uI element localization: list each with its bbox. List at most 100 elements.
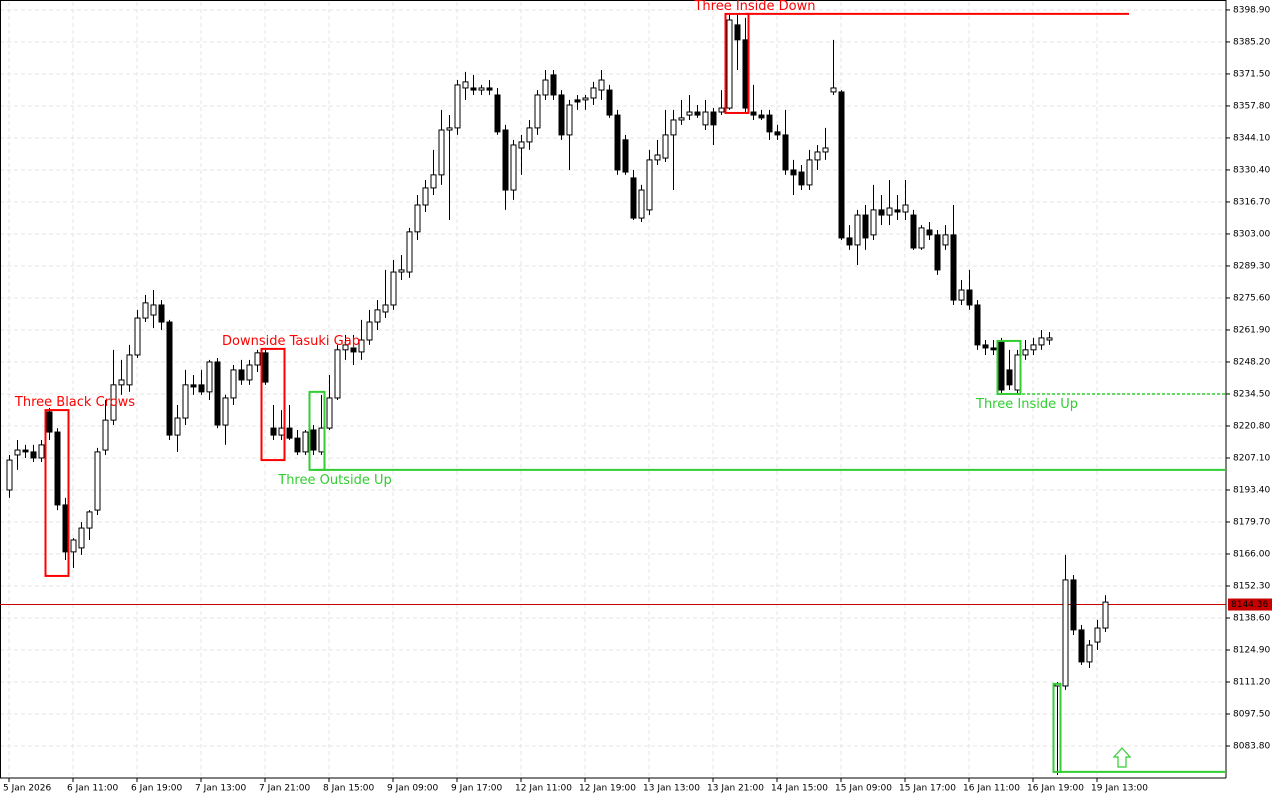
candle-body [30,451,37,459]
candle-body [550,74,557,96]
candle-body [46,411,53,433]
candle-body [302,431,309,453]
candle-body [926,229,933,236]
candle-body [166,321,173,436]
candle-body [742,39,749,109]
candle-body [790,169,797,176]
x-tick-label: 6 Jan 11:00 [67,784,119,794]
candle-body [86,511,93,529]
candle-body [254,352,261,366]
candle-body [342,344,349,351]
candle-body [974,304,981,346]
candle-body [1046,337,1053,341]
candle-body [854,214,861,246]
candle-body [278,427,285,436]
candle-body [710,111,717,126]
pattern-box [724,12,750,114]
candle-body [270,427,277,436]
current-price-label: 8144.36 [1231,600,1268,610]
candle-body [158,304,165,323]
y-tick-label: 8261.90 [1233,325,1270,335]
candle-body [830,87,837,93]
candle-body [678,117,685,121]
candle-body [198,384,205,393]
candle-body [646,159,653,211]
candle-body [142,302,149,319]
candle-body [422,187,429,206]
y-tick-label: 8371.50 [1233,69,1270,79]
candle-body [526,127,533,143]
pattern-box [44,409,70,577]
candle-body [934,234,941,271]
candle-body [470,87,477,91]
candle-body [134,317,141,356]
pattern-label: Downside Tasuki Gap [222,334,360,349]
y-tick-label: 8385.20 [1233,37,1270,47]
candle-body [998,341,1005,391]
candle-body [590,87,597,99]
candle-body [950,234,957,301]
x-tick-label: 15 Jan 17:00 [899,784,956,794]
candle-body [118,379,125,386]
candle-body [62,504,69,553]
candle-body [662,134,669,159]
candle-body [694,111,701,116]
candle-body [398,269,405,273]
candle-body [750,111,757,116]
candle-body [798,171,805,186]
candle-body [622,139,629,173]
candle-body [1022,349,1029,356]
candle-body [726,19,733,109]
x-tick-label: 16 Jan 11:00 [963,784,1020,794]
candle-body [734,24,741,41]
pattern-label: Three Inside Up [975,397,1078,412]
y-tick-label: 8220.80 [1233,421,1270,431]
x-tick-label: 8 Jan 15:00 [323,784,375,794]
candle-body [990,347,997,351]
candle-body [78,527,85,549]
x-tick-label: 19 Jan 13:00 [1091,784,1148,794]
candle-body [310,429,317,451]
candle-body [1062,579,1069,687]
y-tick-label: 8248.20 [1233,357,1270,367]
candle-body [782,134,789,171]
candle-body [718,107,725,113]
candle-body [822,147,829,153]
candle-body [862,214,869,239]
pattern-box [260,347,286,462]
candle-body [758,114,765,119]
candle-body [246,364,253,381]
candle-body [238,369,245,381]
candle-body [566,104,573,136]
candle-body [382,304,389,313]
candle-body [350,347,357,353]
y-tick-label: 8303.00 [1233,229,1270,239]
candle-body [502,129,509,191]
candle-body [942,234,949,246]
candle-body [1070,579,1077,631]
y-tick-label: 8179.70 [1233,517,1270,527]
candle-body [430,174,437,189]
candle-body [1102,601,1109,629]
candle-body [174,417,181,436]
candle-body [1094,627,1101,643]
candle-body [190,384,197,388]
candle-body [6,459,13,491]
pattern-label: Three Black Crows [14,395,135,410]
candle-body [390,271,397,306]
candle-body [462,81,469,89]
x-tick-label: 6 Jan 19:00 [131,784,183,794]
candle-body [910,214,917,249]
candle-body [894,209,901,213]
x-tick-label: 9 Jan 09:00 [387,784,439,794]
x-tick-label: 13 Jan 13:00 [643,784,700,794]
candle-body [582,97,589,101]
candle-body [614,114,621,171]
candle-body [838,91,845,239]
candle-body [366,321,373,341]
candle-body [286,427,293,439]
candle-body [518,141,525,149]
candle-body [1038,337,1045,346]
